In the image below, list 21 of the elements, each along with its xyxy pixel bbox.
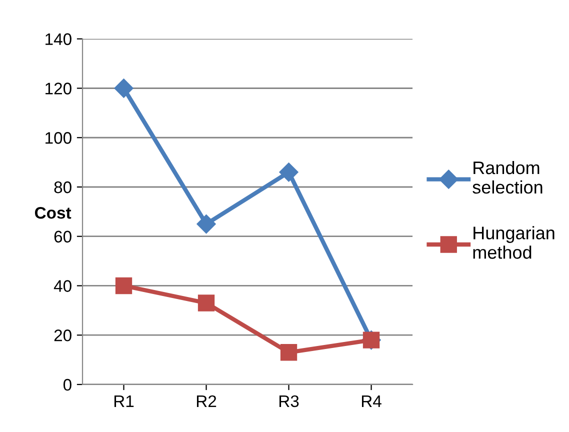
legend-label: Random selection <box>472 160 542 194</box>
x-tick-label: R3 <box>279 395 299 408</box>
y-tick-label: 140 <box>46 33 72 46</box>
x-tick-label: R1 <box>114 396 134 407</box>
point <box>198 294 215 312</box>
y-tick-label: 60 <box>54 230 72 243</box>
point <box>279 162 298 182</box>
x-tick-label: R4 <box>362 396 382 407</box>
point <box>114 78 134 98</box>
y-tick-label: 100 <box>46 132 72 144</box>
point <box>196 214 216 234</box>
x-tick-label: R2 <box>196 395 216 407</box>
y-tick-label: 120 <box>46 82 72 94</box>
legend-label: Hungarian method <box>473 226 554 259</box>
y-tick-label: 0 <box>63 378 72 391</box>
y-tick-label: 20 <box>54 330 72 342</box>
y-axis-title: Cost <box>34 206 72 219</box>
y-tick-label: 80 <box>54 181 72 194</box>
point <box>280 344 298 361</box>
point <box>115 277 132 294</box>
y-tick-label: 40 <box>54 280 72 292</box>
